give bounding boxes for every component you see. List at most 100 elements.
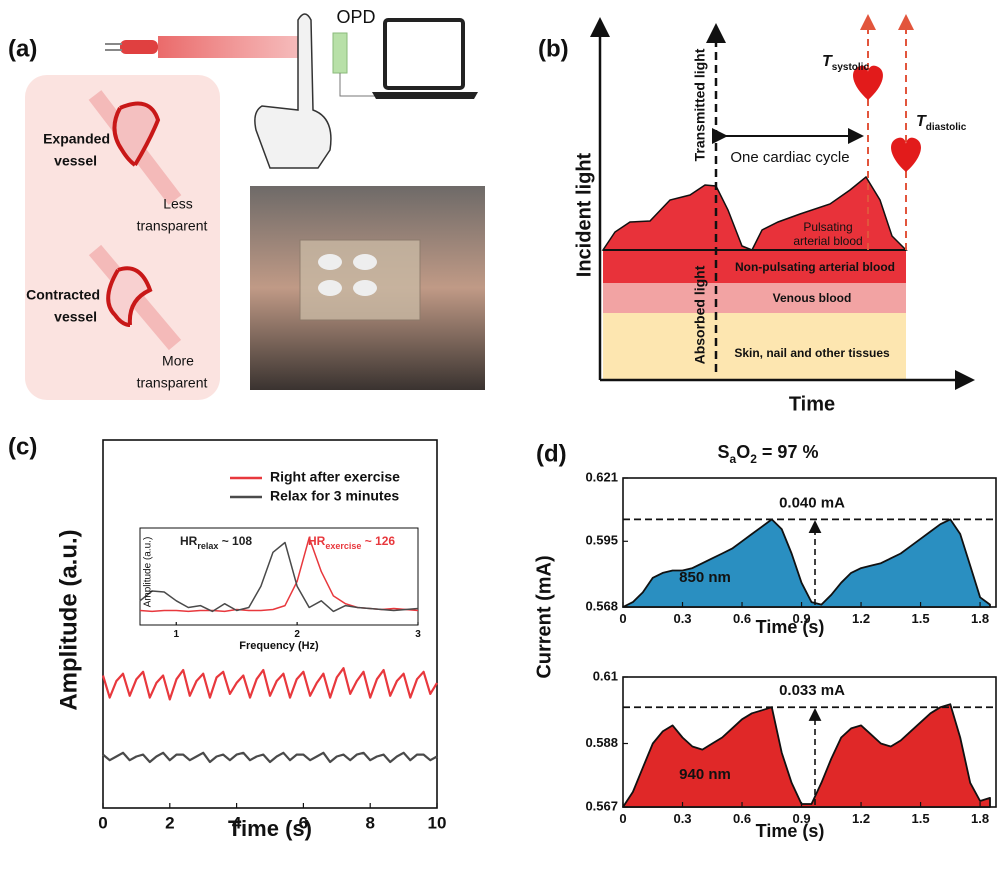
- transparency-label: Less: [163, 196, 193, 212]
- x-tick-label: 0.3: [673, 811, 691, 826]
- skin-layer: [603, 313, 906, 380]
- x-tick-label: 3: [415, 629, 421, 640]
- title-part: 2: [750, 452, 757, 466]
- laptop-screen: [383, 18, 465, 90]
- vessel-label: Contracted: [26, 287, 100, 303]
- axis-label: Incident light: [573, 152, 595, 277]
- y-tick-label: 0.61: [593, 668, 618, 683]
- y-tick-label: 0.588: [585, 735, 618, 750]
- annotation: 0.033 mA: [779, 682, 845, 699]
- axis-label: Current (mA): [533, 555, 555, 678]
- transparency-label: More: [162, 353, 194, 369]
- x-tick-label: 1.2: [852, 611, 870, 626]
- symbol: T: [916, 113, 927, 130]
- y-tick-label: 0.567: [585, 798, 618, 813]
- vessel-label: vessel: [54, 153, 97, 169]
- annotation: Transmitted light: [692, 48, 708, 161]
- axis-label: Time: [789, 393, 835, 415]
- y-axis-label: Amplitude (a.u.): [143, 537, 154, 608]
- x-tick-label: 1.8: [971, 811, 989, 826]
- heart: [853, 65, 883, 100]
- transparency-label: transparent: [137, 375, 208, 391]
- x-axis-label: Time (s): [756, 617, 825, 637]
- x-tick-label: 10: [428, 814, 447, 833]
- annotation: 940 nm: [679, 766, 731, 783]
- electrode: [353, 254, 377, 270]
- panel-b: Incident light Time Transmitted light Ab…: [573, 14, 975, 415]
- title-part: a: [730, 452, 737, 466]
- annotation-part: HR: [308, 534, 326, 548]
- y-tick-label: 0.568: [585, 598, 618, 613]
- finger: [254, 13, 332, 169]
- annotation: 0.040 mA: [779, 494, 845, 511]
- arterial-layer: [603, 250, 906, 283]
- y-axis-label: Amplitude (a.u.): [55, 529, 82, 710]
- x-tick-label: 0.6: [733, 611, 751, 626]
- vessel-label: vessel: [54, 309, 97, 325]
- opd-label: OPD: [336, 7, 375, 27]
- t-systolic: Tsystolic: [822, 53, 869, 73]
- device: [299, 239, 421, 321]
- x-axis-label: Time (s): [756, 821, 825, 841]
- electrode: [318, 254, 342, 270]
- t-diastolic: Tdiastolic: [916, 113, 967, 133]
- chart-title: SaO2 = 97 %: [718, 442, 819, 466]
- x-tick-label: 2: [165, 814, 174, 833]
- transparency-label: transparent: [137, 218, 208, 234]
- series-line: [101, 667, 438, 701]
- annotation-part: exercise: [325, 541, 361, 551]
- y-tick-label: 0.621: [585, 469, 618, 484]
- electrode: [353, 280, 377, 296]
- x-tick-label: 0.9: [793, 611, 811, 626]
- subscript: diastolic: [926, 122, 967, 133]
- subscript: systolic: [832, 62, 870, 73]
- layer-label: Skin, nail and other tissues: [734, 346, 890, 360]
- title-part: O: [736, 442, 750, 462]
- x-tick-label: 0: [98, 814, 107, 833]
- vessel-box: [25, 75, 220, 400]
- panel-label: (a): [8, 35, 37, 62]
- x-tick-label: 2: [294, 629, 300, 640]
- x-tick-label: 0.6: [733, 811, 751, 826]
- area: [622, 518, 991, 608]
- x-tick-label: 6: [299, 814, 308, 833]
- x-tick-label: 4: [232, 814, 242, 833]
- panel-label: (d): [536, 440, 567, 467]
- annotation: Absorbed light: [692, 265, 708, 364]
- laptop-base: [372, 92, 478, 99]
- heart: [891, 137, 921, 172]
- opd: [332, 32, 348, 74]
- legend-label: Relax for 3 minutes: [270, 488, 399, 504]
- series-line: [139, 541, 419, 613]
- x-tick-label: 0: [619, 611, 626, 626]
- annotation: One cardiac cycle: [730, 149, 849, 166]
- title-part: = 97 %: [757, 442, 819, 462]
- annotation: 850 nm: [679, 569, 731, 586]
- layer-label: Pulsating: [803, 220, 852, 234]
- series-line: [102, 751, 438, 764]
- x-tick-label: 1.8: [971, 611, 989, 626]
- light-beam: [158, 36, 308, 58]
- contracted-vessel: [106, 266, 153, 327]
- layer-label: Non-pulsating arterial blood: [735, 260, 895, 274]
- annotation: HRexercise ~ 126: [308, 534, 395, 551]
- x-tick-label: 1.2: [852, 811, 870, 826]
- annotation: HRrelax ~ 108: [180, 534, 252, 551]
- y-tick-label: 0.595: [585, 533, 618, 548]
- x-tick-label: 8: [365, 814, 374, 833]
- x-tick-label: 1.5: [912, 811, 930, 826]
- panel-label: (b): [538, 35, 569, 62]
- wire: [339, 73, 378, 97]
- area: [622, 703, 991, 808]
- annotation-part: relax: [197, 541, 218, 551]
- legend-label: Right after exercise: [270, 469, 400, 485]
- annotation-part: ~ 126: [361, 534, 395, 548]
- x-tick-label: 1: [173, 629, 179, 640]
- symbol: T: [822, 53, 833, 70]
- annotation-part: ~ 108: [218, 534, 252, 548]
- venous-layer: [603, 283, 906, 313]
- layer-label: Venous blood: [773, 291, 852, 305]
- x-tick-label: 0: [619, 811, 626, 826]
- x-tick-label: 0.3: [673, 611, 691, 626]
